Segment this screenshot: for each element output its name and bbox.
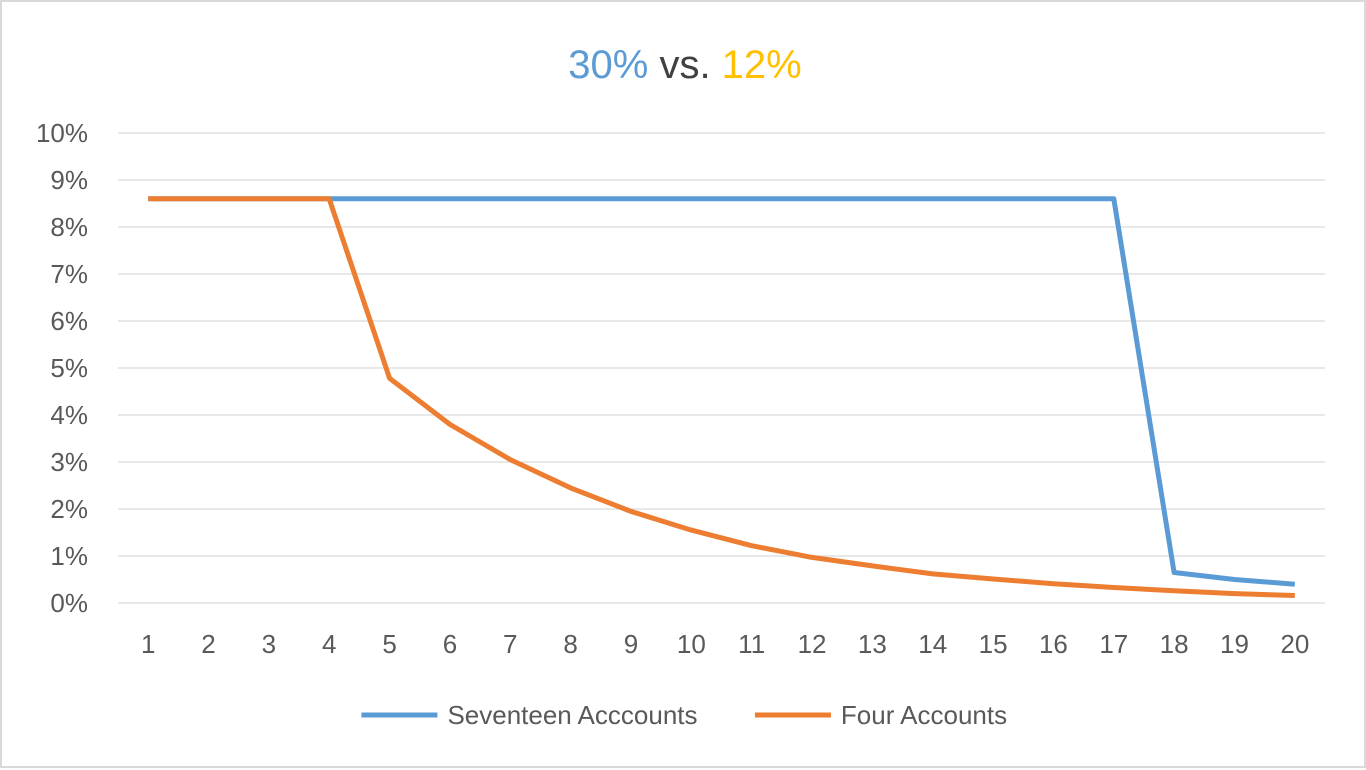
x-tick-label: 4 [322, 629, 336, 659]
gridlines [118, 132, 1325, 604]
title-part-2: 12% [722, 43, 802, 87]
x-tick-label: 6 [443, 629, 457, 659]
legend-label: Seventeen Acccounts [447, 700, 697, 730]
legend-label: Four Accounts [841, 700, 1007, 730]
x-tick-label: 19 [1220, 629, 1249, 659]
x-tick-label: 14 [918, 629, 947, 659]
legend: Seventeen Acccounts Four Accounts [361, 700, 1007, 730]
x-tick-label: 11 [738, 629, 765, 659]
title-part-0: 30% [568, 43, 648, 87]
x-tick-label: 12 [798, 629, 827, 659]
y-tick-label: 10% [36, 118, 88, 148]
x-tick-label: 18 [1160, 629, 1189, 659]
y-tick-label: 3% [50, 447, 88, 477]
x-tick-label: 5 [382, 629, 396, 659]
legend-item-0: Seventeen Acccounts [361, 700, 698, 730]
series-line-0 [148, 196, 1295, 587]
x-tick-label: 9 [624, 629, 638, 659]
y-axis-ticks: 0% 1% 2% 3% 4% 5% 6% 7% 8% 9% 10% [36, 118, 88, 618]
y-tick-label: 5% [50, 353, 88, 383]
title-part-1: vs. [648, 43, 721, 87]
x-tick-label: 10 [677, 629, 706, 659]
x-tick-label: 13 [858, 629, 887, 659]
y-tick-label: 1% [50, 541, 88, 571]
x-tick-label: 1 [141, 629, 155, 659]
y-tick-label: 4% [50, 400, 88, 430]
x-tick-label: 7 [503, 629, 517, 659]
x-tick-label: 15 [979, 629, 1008, 659]
x-axis-ticks: 1 2 3 4 5 6 7 8 9 10 11 12 13 14 15 16 17 18 19 20 [141, 629, 1309, 659]
y-tick-label: 9% [50, 165, 88, 195]
x-tick-label: 17 [1099, 629, 1128, 659]
legend-item-1: Four Accounts [754, 700, 1007, 730]
y-tick-label: 7% [50, 259, 88, 289]
x-tick-label: 8 [563, 629, 577, 659]
y-tick-label: 2% [50, 494, 88, 524]
y-tick-label: 6% [50, 306, 88, 336]
x-tick-label: 2 [201, 629, 215, 659]
series-lines [148, 196, 1295, 598]
y-tick-label: 8% [50, 212, 88, 242]
x-tick-label: 16 [1039, 629, 1068, 659]
x-tick-label: 3 [262, 629, 276, 659]
x-tick-label: 20 [1280, 629, 1309, 659]
y-tick-label: 0% [50, 588, 88, 618]
series-line-1 [148, 196, 1295, 598]
chart-title: 30% vs. 12% [568, 43, 801, 87]
